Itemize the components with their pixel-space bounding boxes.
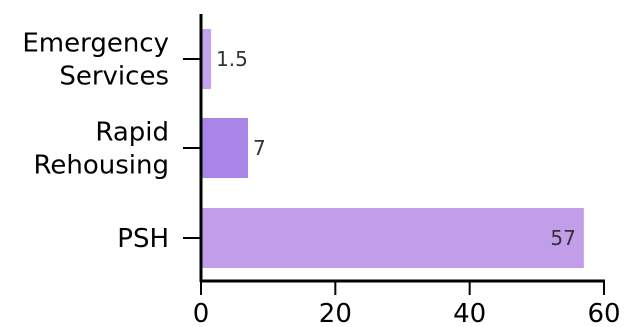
category-label: Rehousing: [33, 151, 169, 181]
x-tick-label: 20: [319, 299, 352, 327]
category-label: PSH: [117, 224, 169, 254]
value-label: 57: [550, 226, 575, 250]
category-label: Emergency: [22, 29, 169, 59]
bar: [201, 29, 212, 89]
x-axis: 0 20 40 60: [193, 279, 621, 327]
bars-group: [201, 29, 584, 268]
x-tick-label: 60: [587, 299, 620, 327]
category-label: Rapid: [95, 118, 169, 148]
x-tick-label: 0: [193, 299, 210, 327]
x-tick-label: 40: [453, 299, 486, 327]
value-label: 7: [253, 136, 266, 160]
bar: [201, 208, 584, 268]
value-labels-group: 1.5 7 57: [216, 47, 576, 250]
category-label: Services: [59, 62, 169, 92]
value-label: 1.5: [216, 47, 248, 71]
bar: [201, 118, 249, 178]
